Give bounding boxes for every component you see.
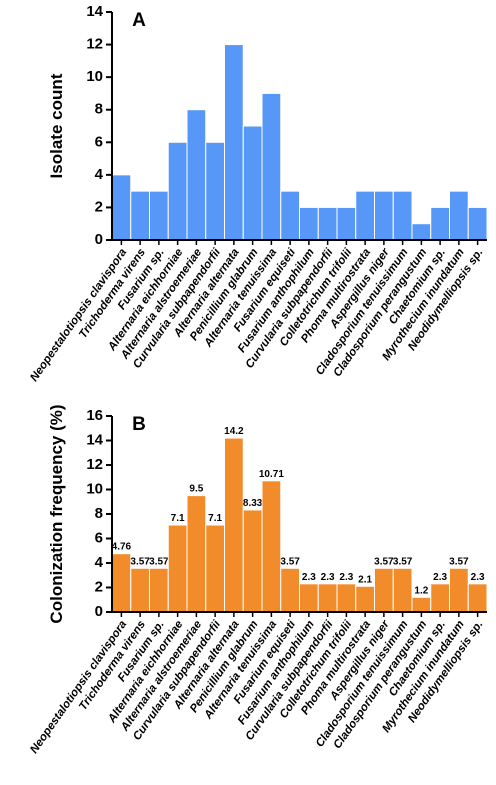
- bar: [224, 437, 244, 613]
- value-label: 3.57: [280, 556, 300, 567]
- value-label: 1.2: [414, 585, 428, 596]
- value-label: 2.3: [471, 572, 485, 583]
- bar: [261, 480, 282, 613]
- bar: [374, 567, 394, 613]
- bar: [186, 109, 207, 241]
- y-tick-label: 10: [86, 68, 103, 85]
- bar: [242, 125, 263, 241]
- x-tick-label: Neopestalotiopsis clavispora: [28, 618, 129, 756]
- value-label: 3.57: [149, 556, 169, 567]
- bar: [430, 583, 450, 613]
- y-axis-label: Isolate count: [47, 73, 66, 178]
- y-tick-label: 8: [95, 101, 103, 118]
- value-label: 2.3: [302, 572, 316, 583]
- panel-label: B: [132, 414, 146, 435]
- bar: [430, 206, 450, 241]
- bar: [205, 141, 225, 241]
- bar: [411, 223, 432, 241]
- y-tick-label: 2: [95, 578, 103, 595]
- bar: [130, 190, 150, 241]
- value-label: 9.5: [189, 484, 203, 495]
- bar: [299, 206, 319, 241]
- bar: [317, 583, 338, 613]
- bar: [336, 583, 357, 613]
- value-label: 4.76: [112, 542, 132, 553]
- y-tick-label: 6: [95, 133, 103, 150]
- bar: [392, 190, 413, 241]
- value-label: 10.71: [259, 469, 284, 480]
- y-tick-label: 14: [86, 3, 103, 20]
- value-label: 2.1: [358, 574, 372, 585]
- y-tick-label: 14: [86, 431, 103, 448]
- value-label: 3.57: [130, 556, 150, 567]
- bar: [280, 567, 300, 613]
- bar: [205, 524, 225, 613]
- bar: [449, 190, 469, 241]
- bar: [411, 596, 432, 613]
- y-tick-label: 6: [95, 529, 103, 546]
- bar: [224, 44, 244, 241]
- value-label: 2.3: [339, 572, 353, 583]
- y-tick-label: 2: [95, 198, 103, 215]
- value-label: 2.3: [433, 572, 447, 583]
- bar: [130, 567, 150, 613]
- bar: [336, 206, 357, 241]
- bar: [186, 495, 207, 613]
- value-label: 14.2: [224, 426, 244, 437]
- y-axis-label: Colonization frequency (%): [47, 404, 66, 623]
- x-tick-label: Neopestalotiopsis clavispora: [28, 246, 129, 384]
- y-tick-label: 12: [86, 36, 103, 53]
- value-label: 8.33: [243, 498, 263, 509]
- bar: [374, 190, 394, 241]
- value-label: 3.57: [393, 556, 413, 567]
- value-label: 3.57: [374, 556, 394, 567]
- bar: [149, 567, 169, 613]
- value-label: 3.57: [449, 556, 469, 567]
- bar: [392, 567, 413, 613]
- bar: [355, 190, 375, 241]
- bar: [242, 509, 263, 613]
- y-tick-label: 8: [95, 505, 103, 522]
- bar: [299, 583, 319, 613]
- bar: [280, 190, 300, 241]
- y-tick-label: 10: [86, 480, 103, 497]
- bar: [149, 190, 169, 241]
- bar: [467, 206, 488, 241]
- y-tick-label: 16: [86, 407, 103, 424]
- value-label: 2.3: [321, 572, 335, 583]
- bar: [355, 585, 375, 613]
- value-label: 7.1: [171, 513, 185, 524]
- y-tick-label: 12: [86, 456, 103, 473]
- bar: [111, 174, 132, 241]
- bar: [167, 524, 188, 613]
- bar: [317, 206, 338, 241]
- y-tick-label: 0: [95, 231, 103, 248]
- bar: [261, 92, 282, 241]
- value-label: 7.1: [208, 513, 222, 524]
- panel-label: A: [132, 10, 146, 31]
- bar: [467, 583, 488, 613]
- bar: [449, 567, 469, 613]
- y-tick-label: 4: [95, 554, 104, 571]
- y-tick-label: 0: [95, 603, 103, 620]
- bar: [167, 141, 188, 241]
- y-tick-label: 4: [95, 166, 104, 183]
- bar: [111, 553, 132, 613]
